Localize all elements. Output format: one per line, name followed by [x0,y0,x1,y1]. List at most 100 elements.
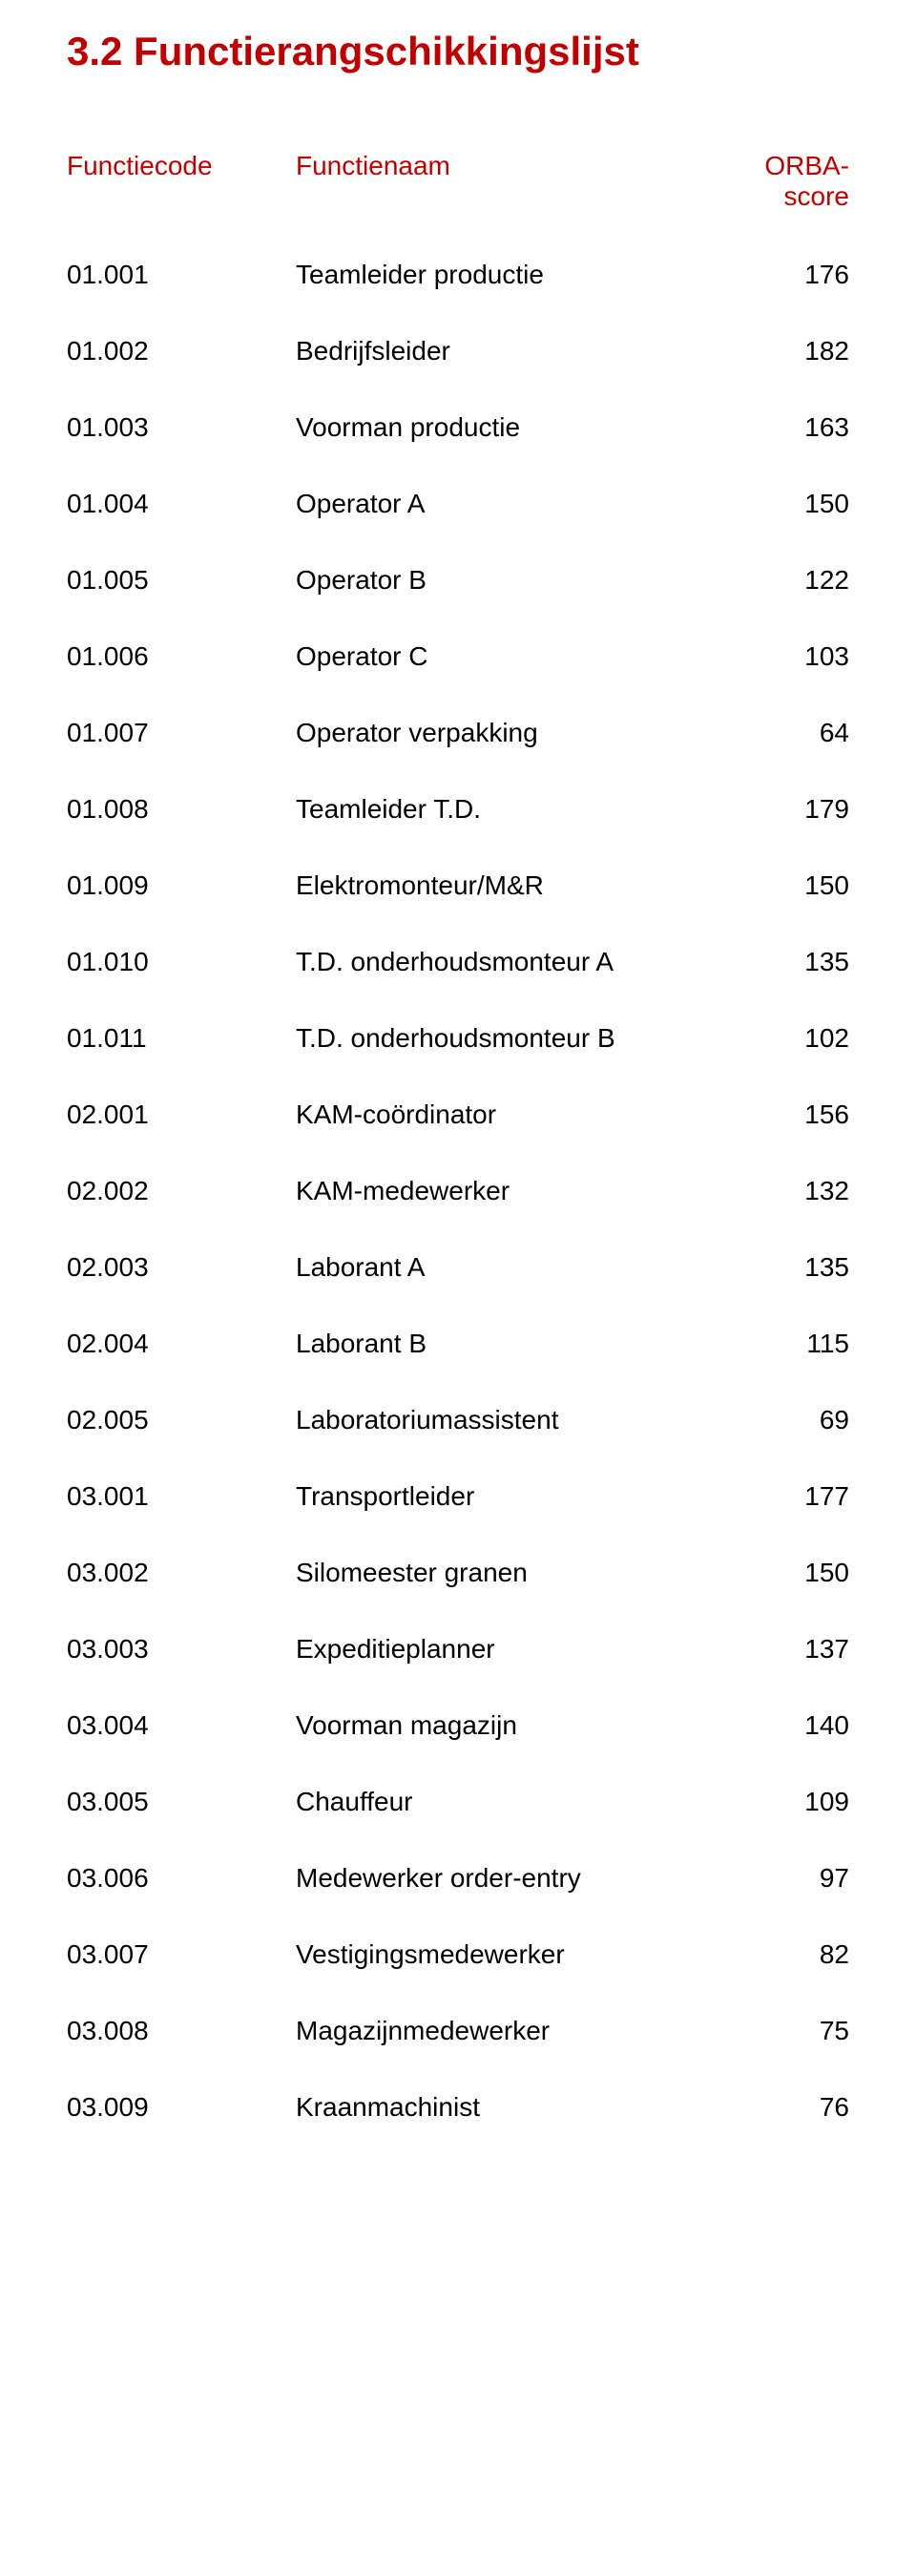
cell-score: 150 [735,870,849,901]
table-row: 02.005Laboratoriumassistent69 [67,1405,849,1435]
cell-name: Voorman magazijn [296,1710,735,1741]
table-row: 03.003Expeditieplanner137 [67,1634,849,1665]
table-row: 03.001Transportleider177 [67,1481,849,1512]
cell-name: Laborant A [296,1252,735,1283]
cell-code: 01.009 [67,870,296,901]
cell-name: Voorman productie [296,412,735,443]
cell-name: T.D. onderhoudsmonteur B [296,1023,735,1054]
cell-code: 01.002 [67,336,296,367]
table-row: 01.005Operator B122 [67,565,849,596]
cell-name: Operator verpakking [296,718,735,748]
cell-score: 163 [735,412,849,443]
table-row: 03.008Magazijnmedewerker75 [67,2016,849,2046]
cell-code: 03.002 [67,1558,296,1588]
cell-score: 140 [735,1710,849,1741]
cell-name: KAM-medewerker [296,1176,735,1206]
cell-code: 03.004 [67,1710,296,1741]
table-row: 03.005Chauffeur109 [67,1787,849,1817]
cell-score: 97 [735,1863,849,1894]
cell-score: 177 [735,1481,849,1512]
cell-name: Teamleider productie [296,260,735,290]
cell-score: 150 [735,1558,849,1588]
cell-name: Magazijnmedewerker [296,2016,735,2046]
cell-code: 03.006 [67,1863,296,1894]
table-row: 01.008Teamleider T.D.179 [67,794,849,825]
cell-score: 75 [735,2016,849,2046]
table-row: 01.006Operator C103 [67,641,849,672]
table-row: 01.007Operator verpakking64 [67,718,849,748]
table-row: 02.004Laborant B115 [67,1329,849,1359]
table-row: 01.009Elektromonteur/M&R150 [67,870,849,901]
table-row: 03.002Silomeester granen150 [67,1558,849,1588]
cell-name: Laborant B [296,1329,735,1359]
cell-name: Silomeester granen [296,1558,735,1588]
cell-code: 03.009 [67,2092,296,2123]
cell-score: 103 [735,641,849,672]
cell-code: 03.003 [67,1634,296,1665]
cell-code: 01.011 [67,1023,296,1054]
cell-name: Chauffeur [296,1787,735,1817]
column-header-name: Functienaam [296,151,735,212]
cell-score: 132 [735,1176,849,1206]
table-row: 03.009Kraanmachinist76 [67,2092,849,2123]
cell-code: 01.005 [67,565,296,596]
document-page: 3.2 Functierangschikkingslijst Functieco… [0,0,916,2161]
cell-score: 137 [735,1634,849,1665]
cell-name: Elektromonteur/M&R [296,870,735,901]
cell-name: Expeditieplanner [296,1634,735,1665]
cell-name: T.D. onderhoudsmonteur A [296,947,735,977]
table-row: 01.001Teamleider productie176 [67,260,849,290]
cell-name: Medewerker order-entry [296,1863,735,1894]
cell-score: 109 [735,1787,849,1817]
cell-code: 02.002 [67,1176,296,1206]
cell-code: 01.007 [67,718,296,748]
cell-name: Vestigingsmedewerker [296,1939,735,1970]
table-row: 02.002KAM-medewerker132 [67,1176,849,1206]
table-row: 03.006Medewerker order-entry97 [67,1863,849,1894]
cell-name: Transportleider [296,1481,735,1512]
cell-name: Kraanmachinist [296,2092,735,2123]
table-body: 01.001Teamleider productie176 01.002Bedri… [67,260,849,2123]
cell-code: 01.008 [67,794,296,825]
cell-name: Bedrijfsleider [296,336,735,367]
cell-score: 76 [735,2092,849,2123]
cell-name: Laboratoriumassistent [296,1405,735,1435]
cell-code: 03.005 [67,1787,296,1817]
cell-code: 01.004 [67,489,296,519]
cell-score: 135 [735,1252,849,1283]
cell-score: 64 [735,718,849,748]
cell-name: Operator A [296,489,735,519]
cell-code: 02.004 [67,1329,296,1359]
cell-code: 01.006 [67,641,296,672]
table-row: 01.004Operator A150 [67,489,849,519]
cell-score: 135 [735,947,849,977]
cell-score: 176 [735,260,849,290]
cell-score: 150 [735,489,849,519]
table-row: 01.011T.D. onderhoudsmonteur B102 [67,1023,849,1054]
cell-score: 156 [735,1100,849,1130]
cell-score: 82 [735,1939,849,1970]
table-row: 03.004Voorman magazijn140 [67,1710,849,1741]
cell-code: 03.008 [67,2016,296,2046]
table-header-row: Functiecode Functienaam ORBA-score [67,151,849,212]
section-heading: 3.2 Functierangschikkingslijst [67,29,849,74]
cell-score: 179 [735,794,849,825]
cell-code: 01.003 [67,412,296,443]
cell-name: KAM-coördinator [296,1100,735,1130]
column-header-score: ORBA-score [735,151,849,212]
cell-score: 115 [735,1329,849,1359]
cell-code: 01.010 [67,947,296,977]
cell-name: Teamleider T.D. [296,794,735,825]
cell-code: 02.005 [67,1405,296,1435]
cell-code: 01.001 [67,260,296,290]
column-header-code: Functiecode [67,151,296,212]
cell-name: Operator C [296,641,735,672]
cell-score: 122 [735,565,849,596]
cell-code: 03.007 [67,1939,296,1970]
table-row: 01.010T.D. onderhoudsmonteur A135 [67,947,849,977]
cell-code: 03.001 [67,1481,296,1512]
cell-score: 182 [735,336,849,367]
cell-code: 02.003 [67,1252,296,1283]
table-row: 01.002Bedrijfsleider182 [67,336,849,367]
table-row: 01.003Voorman productie163 [67,412,849,443]
